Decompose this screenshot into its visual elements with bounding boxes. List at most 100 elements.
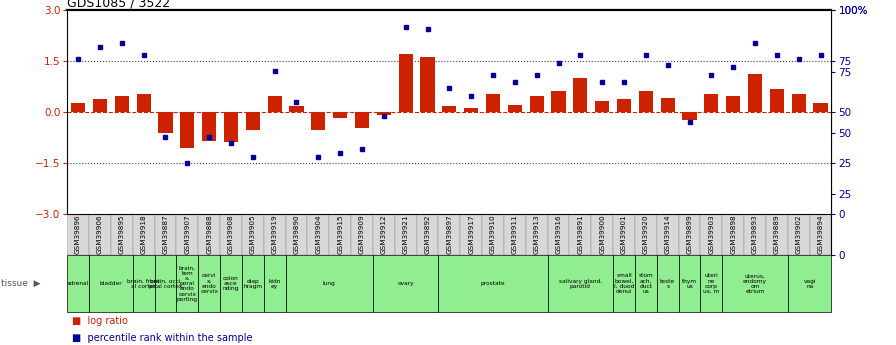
Text: GSM39917: GSM39917 (469, 215, 474, 254)
Text: thym
us: thym us (682, 279, 697, 289)
Text: GSM39911: GSM39911 (512, 215, 518, 254)
Bar (788, 214, 810, 255)
Bar (263, 255, 286, 312)
Text: GSM39899: GSM39899 (686, 215, 693, 254)
Text: brain, front
al cortex: brain, front al cortex (127, 279, 160, 289)
Bar (792, 95, 806, 112)
Bar (617, 99, 631, 112)
Text: uterus,
endomy
om
etrium: uterus, endomy om etrium (743, 274, 767, 294)
Bar (202, 112, 216, 141)
Text: GSM39895: GSM39895 (119, 215, 125, 254)
Text: diap
hragm: diap hragm (243, 279, 263, 289)
Text: GSM39893: GSM39893 (752, 215, 758, 254)
Bar (263, 214, 286, 255)
Bar (111, 214, 133, 255)
Text: GSM39897: GSM39897 (446, 215, 452, 254)
Text: brain, occi
pital cortex: brain, occi pital cortex (149, 279, 182, 289)
Bar (220, 214, 242, 255)
Text: salivary gland,
parotid: salivary gland, parotid (559, 279, 602, 289)
Bar (635, 255, 657, 312)
Bar (573, 78, 588, 112)
Bar (373, 214, 395, 255)
Text: GSM39903: GSM39903 (709, 215, 714, 254)
Bar (508, 105, 522, 112)
Bar (224, 112, 238, 142)
Text: GSM39896: GSM39896 (75, 215, 82, 254)
Text: GDS1085 / 3522: GDS1085 / 3522 (67, 0, 170, 9)
Text: GSM39912: GSM39912 (381, 215, 387, 254)
Text: uteri
ne
corp
us, m: uteri ne corp us, m (703, 274, 719, 294)
Bar (307, 214, 329, 255)
Bar (683, 112, 697, 120)
Bar (461, 214, 482, 255)
Text: GSM39909: GSM39909 (359, 215, 365, 254)
Bar (89, 214, 111, 255)
Bar (704, 95, 719, 112)
Text: GSM39919: GSM39919 (271, 215, 278, 254)
Bar (242, 255, 263, 312)
Bar (526, 214, 547, 255)
Text: vagi
na: vagi na (804, 279, 816, 289)
Text: tissue  ▶: tissue ▶ (1, 279, 40, 288)
Bar (351, 214, 373, 255)
Text: bladder: bladder (99, 281, 122, 286)
Bar (591, 214, 613, 255)
Bar (246, 112, 260, 130)
Text: adrenal: adrenal (67, 281, 90, 286)
Bar (198, 214, 220, 255)
Bar (399, 54, 413, 112)
Bar (329, 214, 351, 255)
Bar (242, 214, 263, 255)
Bar (198, 255, 220, 312)
Bar (133, 255, 154, 312)
Text: GSM39906: GSM39906 (97, 215, 103, 254)
Text: lung: lung (323, 281, 336, 286)
Text: GSM39921: GSM39921 (402, 215, 409, 254)
Bar (159, 112, 173, 133)
Text: GSM39913: GSM39913 (534, 215, 539, 254)
Bar (180, 112, 194, 148)
Bar (443, 106, 456, 112)
Text: GSM39891: GSM39891 (577, 215, 583, 254)
Bar (373, 255, 438, 312)
Text: GSM39918: GSM39918 (141, 215, 147, 254)
Text: small
bowel,
I, duod
denui: small bowel, I, duod denui (614, 274, 634, 294)
Bar (504, 214, 526, 255)
Text: ■  log ratio: ■ log ratio (72, 316, 127, 326)
Bar (438, 214, 461, 255)
Bar (177, 255, 198, 312)
Bar (570, 214, 591, 255)
Text: colon
asce
nding: colon asce nding (223, 276, 239, 292)
Text: GSM39890: GSM39890 (294, 215, 299, 254)
Text: GSM39892: GSM39892 (425, 215, 430, 254)
Bar (115, 96, 129, 112)
Bar (417, 214, 438, 255)
Bar (748, 74, 762, 112)
Text: GSM39915: GSM39915 (337, 215, 343, 254)
Bar (71, 102, 85, 112)
Text: stom
ach,
duct
us: stom ach, duct us (639, 274, 653, 294)
Text: GSM39887: GSM39887 (162, 215, 168, 254)
Bar (133, 214, 154, 255)
Bar (701, 255, 722, 312)
Bar (766, 214, 788, 255)
Bar (657, 214, 678, 255)
Bar (311, 112, 325, 130)
Bar (722, 255, 788, 312)
Text: teste
s: teste s (660, 279, 676, 289)
Bar (286, 255, 373, 312)
Bar (613, 214, 635, 255)
Text: ovary: ovary (397, 281, 414, 286)
Bar (438, 255, 547, 312)
Bar (678, 255, 701, 312)
Text: GSM39889: GSM39889 (774, 215, 780, 254)
Text: prostate: prostate (481, 281, 505, 286)
Bar (657, 255, 678, 312)
Bar (67, 214, 89, 255)
Bar (613, 255, 635, 312)
Bar (660, 98, 675, 112)
Text: GSM39904: GSM39904 (315, 215, 322, 254)
Bar (678, 214, 701, 255)
Bar (810, 214, 831, 255)
Text: GSM39914: GSM39914 (665, 215, 671, 254)
